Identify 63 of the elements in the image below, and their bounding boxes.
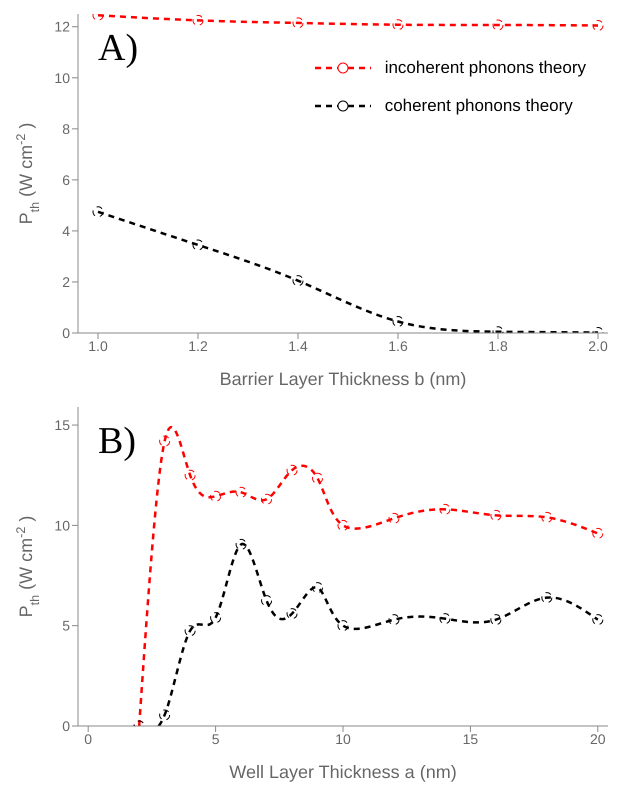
point xyxy=(592,614,604,626)
point xyxy=(292,17,304,28)
x-tick-label: 5 xyxy=(212,730,220,747)
point xyxy=(210,490,222,502)
point xyxy=(541,512,552,523)
point xyxy=(312,582,324,594)
point xyxy=(392,19,404,30)
point xyxy=(159,709,170,720)
point xyxy=(338,620,348,632)
point xyxy=(439,504,450,515)
point xyxy=(184,470,196,481)
point xyxy=(592,20,604,31)
point xyxy=(236,538,247,550)
point xyxy=(159,436,170,447)
point xyxy=(286,608,298,620)
annotation: B) xyxy=(98,419,136,463)
point xyxy=(286,464,298,476)
point xyxy=(184,625,196,636)
legend-label: incoherent phonons theory xyxy=(384,58,586,78)
point xyxy=(261,595,272,606)
point xyxy=(388,512,400,524)
y-tick-label: 5 xyxy=(62,618,70,634)
x-tick-label: 15 xyxy=(462,730,478,747)
x-tick-label: 20 xyxy=(590,730,606,747)
y-tick-label: 15 xyxy=(54,417,70,434)
x-tick-label: 1.0 xyxy=(88,338,108,354)
y-tick-label: 0 xyxy=(62,324,70,341)
annotation: A) xyxy=(98,26,138,70)
x-tick-label: 1.8 xyxy=(488,338,508,354)
point xyxy=(92,206,104,218)
x-tick-label: 0 xyxy=(84,730,92,747)
point xyxy=(312,472,324,484)
point xyxy=(490,510,502,521)
point xyxy=(490,614,502,626)
x-tick-label: 1.6 xyxy=(388,338,408,354)
point xyxy=(392,316,404,328)
point xyxy=(388,614,400,626)
x-tick-label: 1.4 xyxy=(288,338,308,354)
y-tick-label: 8 xyxy=(62,120,70,137)
x-tick-label: 10 xyxy=(335,730,351,747)
y-tick-label: 0 xyxy=(62,718,70,734)
y-tick-label: 12 xyxy=(54,18,70,35)
x-tick-label: 2.0 xyxy=(588,338,608,354)
point xyxy=(541,592,552,604)
y-tick-label: 6 xyxy=(62,172,70,188)
y-tick-label: 10 xyxy=(54,517,70,534)
y-tick-label: 4 xyxy=(62,222,70,239)
point xyxy=(192,239,204,250)
point xyxy=(439,613,450,624)
y-tick-label: 10 xyxy=(54,70,70,86)
x-tick-label: 1.2 xyxy=(188,338,208,354)
y-tick-label: 2 xyxy=(62,274,70,290)
x-axis-title: Barrier Layer Thickness b (nm) xyxy=(220,369,466,389)
point xyxy=(292,275,304,286)
point xyxy=(492,19,504,30)
point xyxy=(592,528,604,539)
point xyxy=(192,14,204,26)
point xyxy=(236,486,247,498)
point xyxy=(210,612,222,624)
point xyxy=(338,520,348,531)
legend-label: coherent phonons theory xyxy=(384,96,573,116)
x-axis-title: Well Layer Thickness a (nm) xyxy=(229,762,457,782)
point xyxy=(261,494,272,505)
